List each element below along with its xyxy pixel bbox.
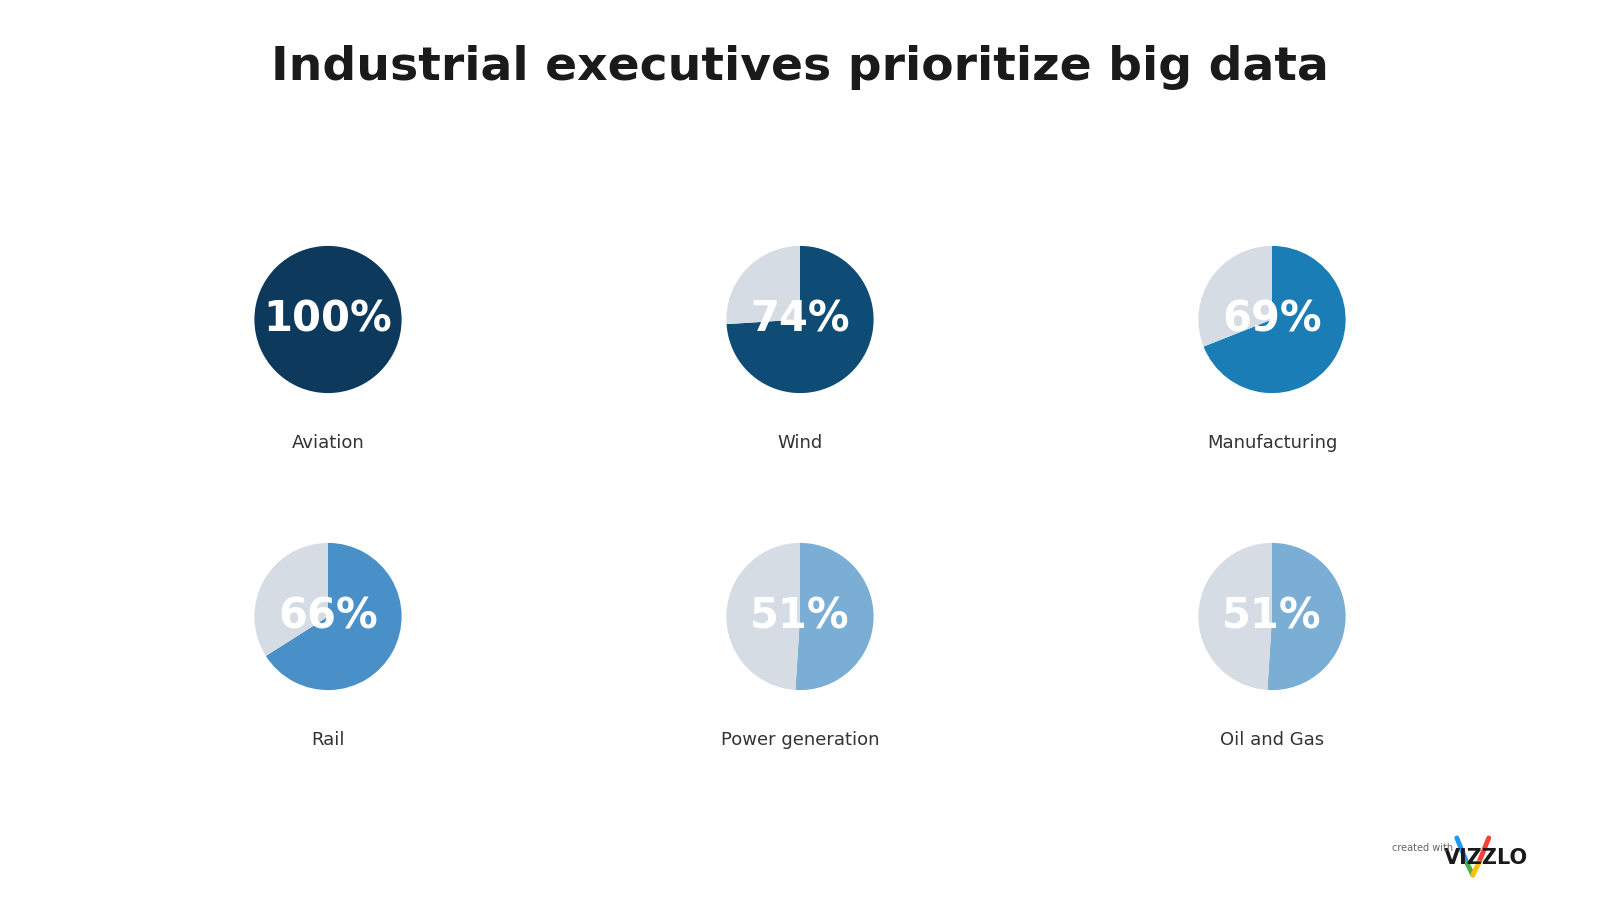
Text: Wind: Wind <box>778 434 822 452</box>
Text: Aviation: Aviation <box>291 434 365 452</box>
Wedge shape <box>266 543 402 690</box>
Wedge shape <box>1203 246 1346 393</box>
Text: 74%: 74% <box>750 299 850 340</box>
Wedge shape <box>254 543 328 656</box>
Wedge shape <box>726 543 800 690</box>
Text: Industrial executives prioritize big data: Industrial executives prioritize big dat… <box>270 45 1330 90</box>
Wedge shape <box>795 543 874 690</box>
Text: created with: created with <box>1392 843 1453 853</box>
Wedge shape <box>726 246 800 324</box>
Text: 100%: 100% <box>264 299 392 340</box>
Wedge shape <box>254 246 402 393</box>
Text: Rail: Rail <box>312 731 344 749</box>
Text: VIZZLO: VIZZLO <box>1443 849 1528 868</box>
Text: Oil and Gas: Oil and Gas <box>1219 731 1325 749</box>
Text: 51%: 51% <box>1222 596 1322 637</box>
Text: Manufacturing: Manufacturing <box>1206 434 1338 452</box>
Text: 51%: 51% <box>750 596 850 637</box>
Text: 69%: 69% <box>1222 299 1322 340</box>
Wedge shape <box>1198 543 1272 690</box>
Text: 66%: 66% <box>278 596 378 637</box>
Wedge shape <box>1267 543 1346 690</box>
Wedge shape <box>726 246 874 393</box>
Wedge shape <box>1198 246 1272 346</box>
Text: Power generation: Power generation <box>720 731 880 749</box>
